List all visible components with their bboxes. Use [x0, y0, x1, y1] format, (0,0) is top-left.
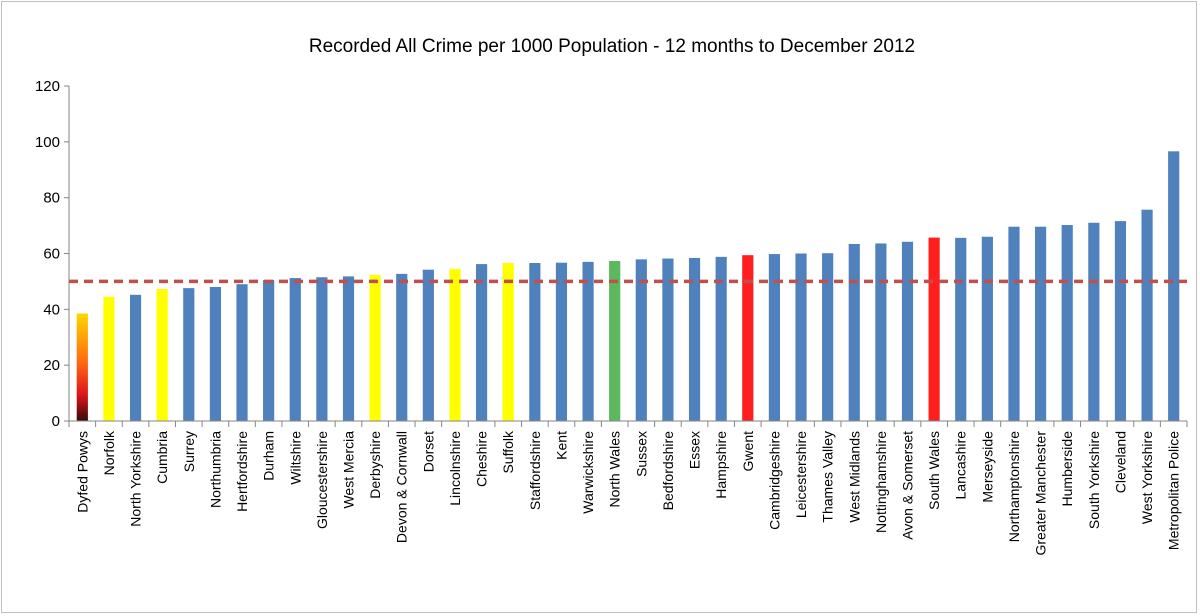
bar	[848, 244, 860, 421]
x-tick-label: Cheshire	[474, 431, 490, 487]
bar	[422, 269, 434, 421]
bar	[768, 254, 780, 421]
bar	[928, 237, 940, 421]
x-tick-label: Metropolitan Police	[1166, 431, 1182, 550]
x-tick-label: Lincolnshire	[447, 431, 463, 506]
bar	[901, 241, 914, 421]
x-tick-label: Staffordshire	[527, 431, 543, 510]
x-tick-label: Nottinghamshire	[873, 431, 889, 533]
x-tick-label: Humberside	[1059, 431, 1075, 507]
bar	[635, 259, 647, 421]
x-tick-label: Surrey	[181, 431, 197, 472]
bar	[289, 278, 301, 421]
x-tick-label: Suffolk	[500, 430, 516, 474]
bar	[1141, 209, 1153, 421]
x-tick-label: Derbyshire	[367, 431, 383, 499]
x-tick-label: Gloucestershire	[314, 431, 330, 529]
chart-title: Recorded All Crime per 1000 Population -…	[309, 36, 915, 57]
x-tick-label: Hampshire	[713, 431, 729, 499]
x-tick-label: Hertfordshire	[234, 431, 250, 512]
bar	[662, 258, 674, 421]
bar	[715, 256, 727, 421]
x-tick-label: West Yorkshire	[1139, 431, 1155, 524]
x-tick-label: Wiltshire	[287, 431, 303, 485]
y-tick-label: 100	[35, 134, 60, 151]
x-tick-label: Greater Manchester	[1033, 431, 1049, 556]
y-tick-label: 80	[43, 190, 60, 207]
x-tick-label: Bedfordshire	[660, 431, 676, 511]
x-tick-label: Cumbria	[154, 431, 170, 484]
bar	[795, 253, 807, 421]
bar	[875, 243, 887, 421]
bar	[1088, 222, 1100, 421]
x-tick-label: Durham	[261, 431, 277, 481]
bar	[449, 268, 461, 421]
x-tick-label: South Wales	[926, 431, 942, 510]
x-tick-label: Thames Valley	[820, 431, 836, 523]
x-tick-label: West Midlands	[846, 431, 862, 523]
bar	[1114, 221, 1127, 421]
bar	[396, 273, 408, 421]
y-tick-label: 20	[43, 357, 60, 374]
bar	[183, 288, 195, 421]
x-tick-label: Avon & Somerset	[900, 431, 916, 540]
bar	[609, 261, 621, 421]
x-tick-label: Norfolk	[101, 430, 117, 475]
bar	[502, 262, 514, 421]
x-tick-label: Dorset	[420, 431, 436, 472]
x-tick-label: Devon & Cornwall	[394, 431, 410, 543]
x-tick-label: Cambridgeshire	[766, 431, 782, 530]
x-tick-label: Leicestershire	[793, 431, 809, 518]
x-tick-label: Essex	[687, 431, 703, 469]
x-tick-label: Warwickshire	[580, 431, 596, 514]
bar	[156, 288, 168, 421]
bar	[981, 236, 993, 421]
x-axis: Dyfed Powys Norfolk North Yorkshire Cumbria…	[68, 420, 1188, 556]
x-tick-label: Northumbria	[207, 431, 223, 508]
bar	[316, 277, 328, 421]
bar	[129, 294, 142, 421]
bar	[476, 264, 488, 421]
x-tick-label: West Mercia	[341, 431, 357, 509]
x-tick-label: Dyfed Powys	[74, 431, 90, 513]
bar	[742, 255, 754, 421]
x-tick-label: North Yorkshire	[128, 431, 144, 527]
bars	[76, 151, 1180, 421]
y-tick-label: 120	[35, 78, 60, 95]
bar	[955, 237, 967, 421]
x-tick-label: Kent	[553, 431, 569, 460]
y-tick-label: 60	[43, 246, 60, 263]
bar	[1008, 226, 1020, 421]
x-tick-label: North Wales	[607, 431, 623, 508]
bar	[1035, 226, 1047, 421]
bar	[236, 284, 248, 421]
bar	[76, 313, 88, 421]
y-tick-label: 40	[43, 301, 60, 318]
y-tick-label: 0	[52, 413, 60, 430]
bar	[688, 257, 701, 421]
x-tick-label: Lancashire	[953, 431, 969, 500]
bar	[529, 262, 541, 421]
x-tick-label: Sussex	[633, 431, 649, 477]
bar	[342, 276, 355, 421]
y-axis: 0 20 40 60 80 100 120	[35, 78, 70, 430]
x-tick-label: Gwent	[740, 431, 756, 472]
bar	[1061, 225, 1073, 421]
bar	[209, 287, 221, 421]
bar	[369, 274, 381, 421]
x-tick-label: Cleveland	[1112, 431, 1128, 493]
x-tick-label: Northamptonshire	[1006, 431, 1022, 542]
x-tick-label: Merseyside	[979, 431, 995, 503]
bar	[1168, 151, 1180, 421]
x-tick-label: South Yorkshire	[1086, 431, 1102, 529]
bar	[822, 253, 834, 421]
bar	[555, 262, 568, 421]
bar	[263, 280, 275, 421]
bar	[582, 261, 594, 421]
bar	[103, 296, 115, 421]
